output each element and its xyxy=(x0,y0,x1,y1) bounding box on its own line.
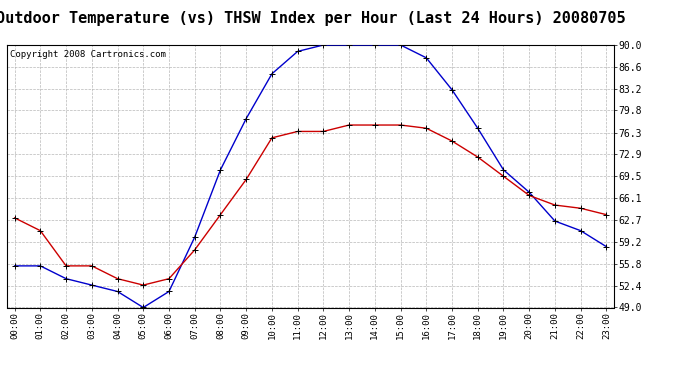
Text: Outdoor Temperature (vs) THSW Index per Hour (Last 24 Hours) 20080705: Outdoor Temperature (vs) THSW Index per … xyxy=(0,11,625,26)
Text: Copyright 2008 Cartronics.com: Copyright 2008 Cartronics.com xyxy=(10,50,166,59)
